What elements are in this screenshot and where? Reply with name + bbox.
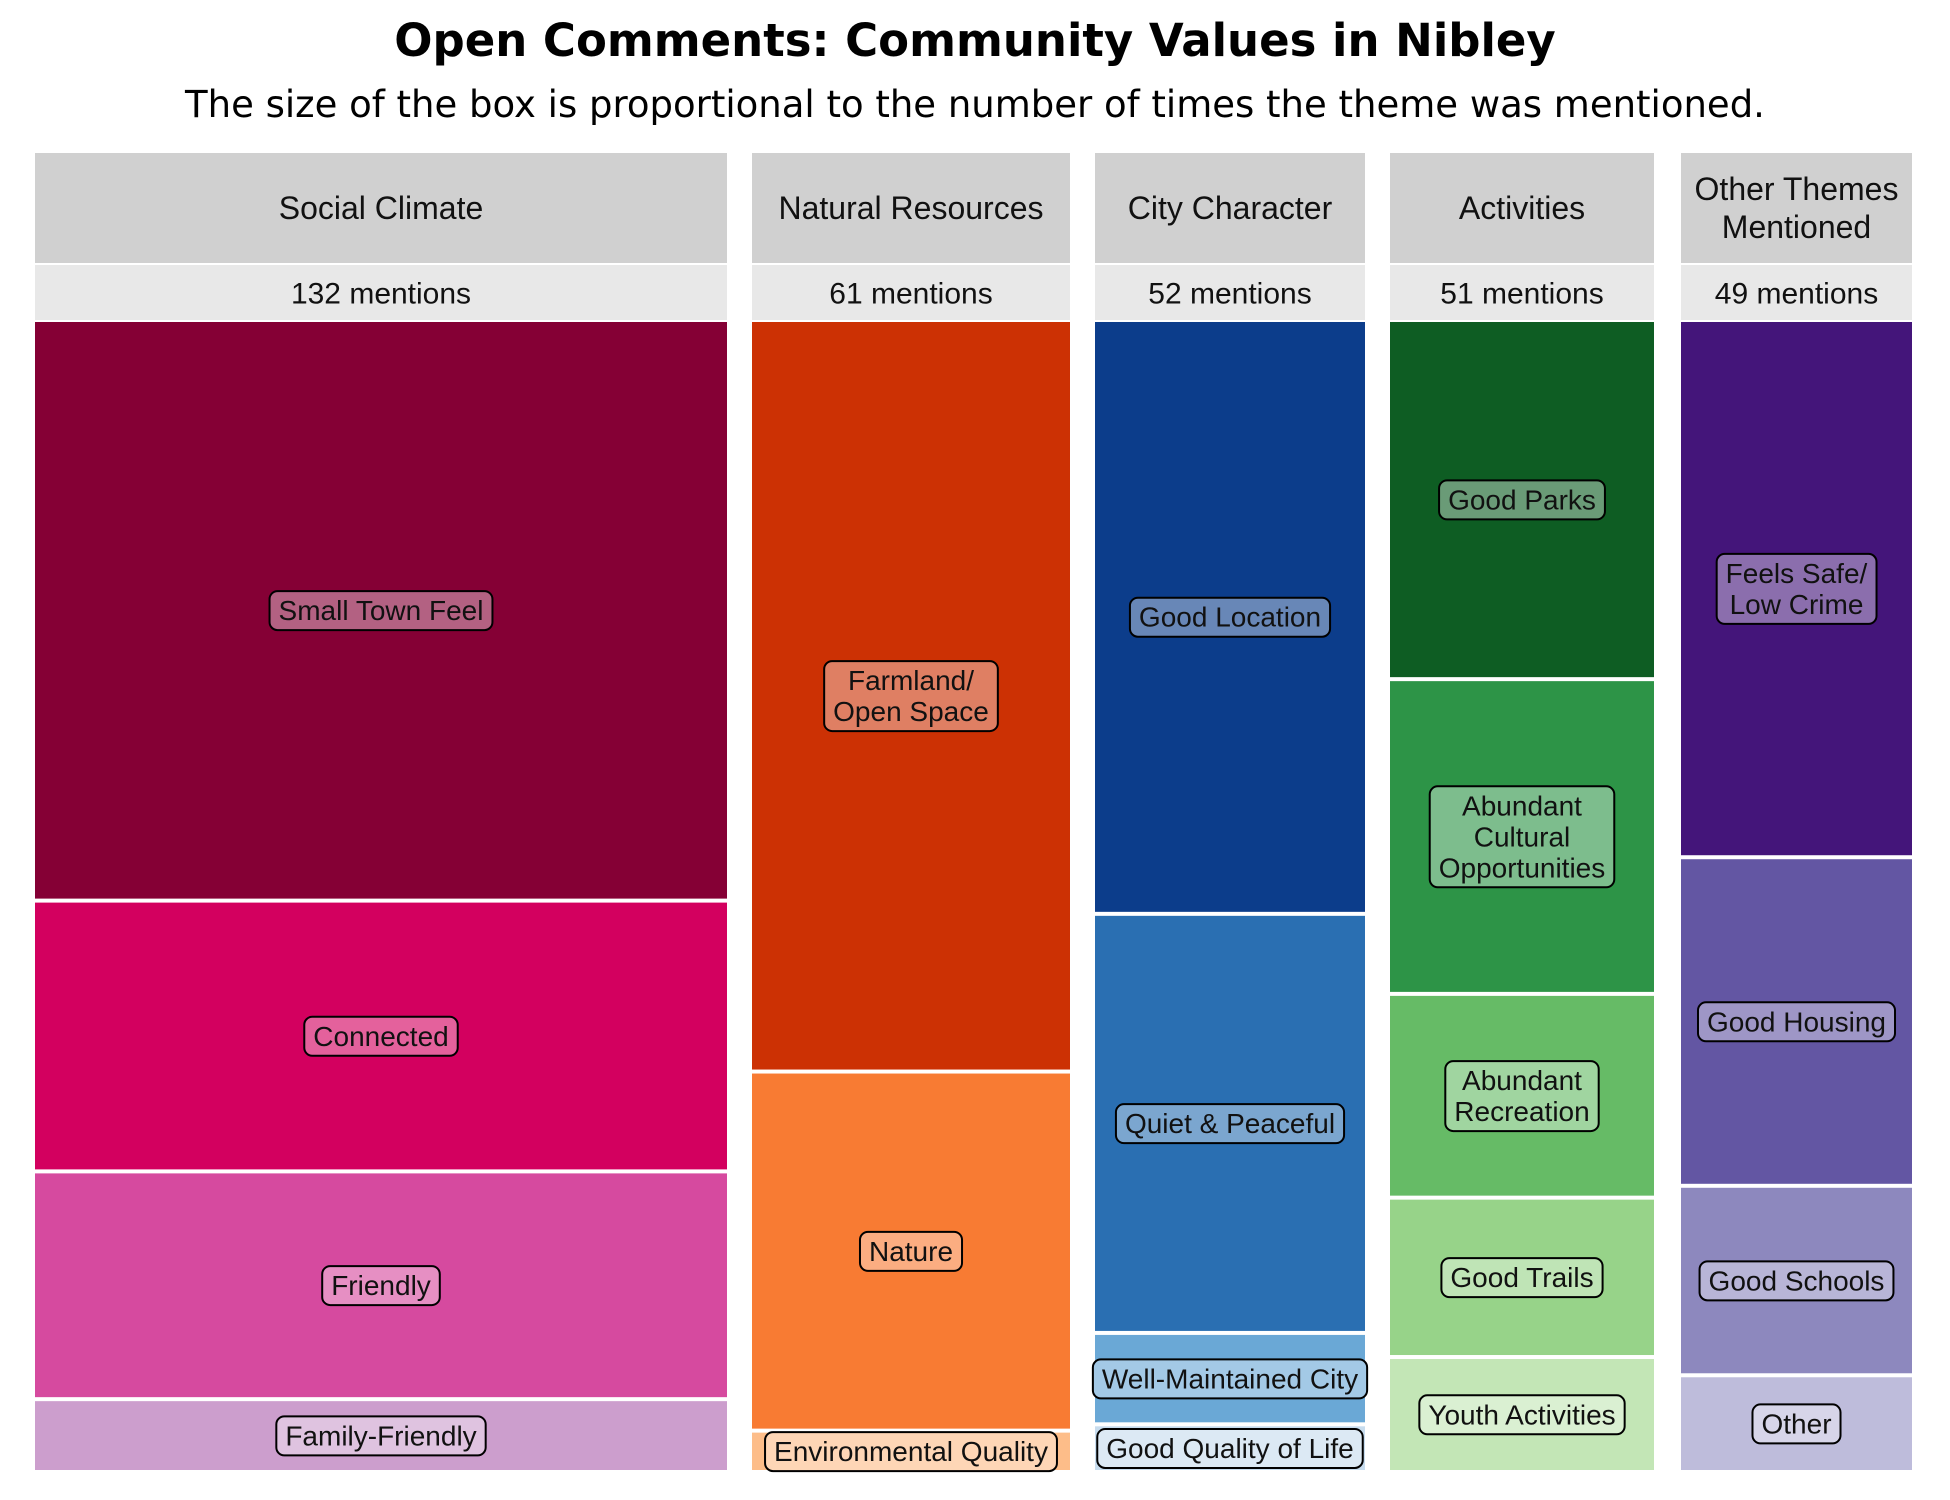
tile-label-good-quality-of-life: Good Quality of Life: [1096, 1427, 1364, 1469]
group-header-natural-resources: [752, 153, 1070, 263]
group-mentions-city-character: 52 mentions: [1148, 278, 1311, 311]
tile-label-quiet-peaceful-text: Quiet & Peaceful: [1125, 1108, 1335, 1139]
tile-label-well-maintained-city-text: Well-Maintained City: [1102, 1363, 1358, 1394]
tile-label-good-quality-of-life-text: Good Quality of Life: [1106, 1433, 1353, 1464]
tile-label-environmental-quality-text: Environmental Quality: [774, 1436, 1048, 1467]
group-title-other-themes-mentioned: Other Themes Mentioned: [1695, 171, 1899, 245]
group-mentions-strip-other-themes-mentioned: [1681, 265, 1912, 320]
chart-subtitle: The size of the box is proportional to t…: [185, 83, 1765, 126]
tile-label-good-housing-text: Good Housing: [1707, 1006, 1886, 1037]
tile-label-good-housing: Good Housing: [1696, 1001, 1897, 1043]
tile-label-family-friendly-text: Family-Friendly: [285, 1420, 476, 1451]
tile-label-good-location: Good Location: [1128, 596, 1332, 638]
tile-label-abundant-recreation: Abundant Recreation: [1444, 1060, 1600, 1133]
tile-label-feels-safe-low-crime-text: Feels Safe/Low Crime: [1726, 558, 1868, 620]
tile-label-youth-activities: Youth Activities: [1418, 1394, 1626, 1436]
tile-label-well-maintained-city: Well-Maintained City: [1091, 1358, 1369, 1400]
group-title-activities: Activities: [1459, 190, 1585, 226]
group-title-social-climate: Social Climate: [279, 190, 484, 226]
tile-label-good-schools: Good Schools: [1698, 1260, 1895, 1302]
group-mentions-social-climate: 132 mentions: [291, 278, 471, 311]
tile-label-other: Other: [1751, 1403, 1842, 1445]
group-mentions-activities: 51 mentions: [1440, 278, 1603, 311]
tile-label-good-schools-text: Good Schools: [1709, 1265, 1885, 1296]
tile-label-other-text: Other: [1761, 1408, 1831, 1439]
chart-title: Open Comments: Community Values in Nible…: [394, 14, 1556, 67]
tile-label-nature: Nature: [858, 1230, 964, 1272]
tile-label-small-town-feel-text: Small Town Feel: [279, 595, 484, 626]
tile-label-feels-safe-low-crime: Feels Safe/Low Crime: [1715, 552, 1878, 625]
tile-label-abundant-cultural-opportunities: Abundant Cultural Opportunities: [1428, 785, 1616, 889]
group-header-other-themes-mentioned: [1681, 153, 1912, 263]
tile-label-good-location-text: Good Location: [1139, 602, 1321, 633]
group-mentions-other-themes-mentioned: 49 mentions: [1715, 278, 1878, 311]
tile-label-friendly-text: Friendly: [331, 1270, 431, 1301]
tile-label-environmental-quality: Environmental Quality: [764, 1431, 1058, 1473]
group-header-activities: [1390, 153, 1654, 263]
group-header-social-climate: [35, 153, 727, 263]
tile-label-farmland-open-space: Farmland/Open Space: [823, 660, 999, 733]
tile-label-abundant-recreation-text: Abundant Recreation: [1454, 1065, 1589, 1127]
tile-label-quiet-peaceful: Quiet & Peaceful: [1114, 1103, 1346, 1145]
tile-label-good-parks-text: Good Parks: [1448, 484, 1596, 515]
group-title-city-character: City Character: [1128, 190, 1333, 226]
tile-label-good-trails-text: Good Trails: [1450, 1262, 1593, 1293]
group-header-city-character: [1095, 153, 1365, 263]
group-mentions-strip-social-climate: [35, 265, 727, 320]
group-mentions-strip-activities: [1390, 265, 1654, 320]
tile-label-connected-text: Connected: [313, 1021, 448, 1052]
tile-label-good-trails: Good Trails: [1440, 1257, 1604, 1299]
tile-label-abundant-cultural-opportunities-text: Abundant Cultural Opportunities: [1439, 790, 1606, 883]
group-mentions-natural-resources: 61 mentions: [829, 278, 992, 311]
tile-label-family-friendly: Family-Friendly: [275, 1415, 487, 1457]
group-mentions-strip-city-character: [1095, 265, 1365, 320]
group-mentions-strip-natural-resources: [752, 265, 1070, 320]
tile-label-youth-activities-text: Youth Activities: [1428, 1399, 1615, 1430]
tile-label-small-town-feel: Small Town Feel: [268, 590, 494, 632]
tile-label-connected: Connected: [303, 1015, 459, 1057]
tile-label-nature-text: Nature: [869, 1236, 953, 1267]
tile-label-good-parks: Good Parks: [1438, 479, 1606, 521]
tile-label-friendly: Friendly: [321, 1265, 441, 1307]
tile-label-farmland-open-space-text: Farmland/Open Space: [833, 665, 989, 727]
group-title-natural-resources: Natural Resources: [779, 190, 1044, 226]
